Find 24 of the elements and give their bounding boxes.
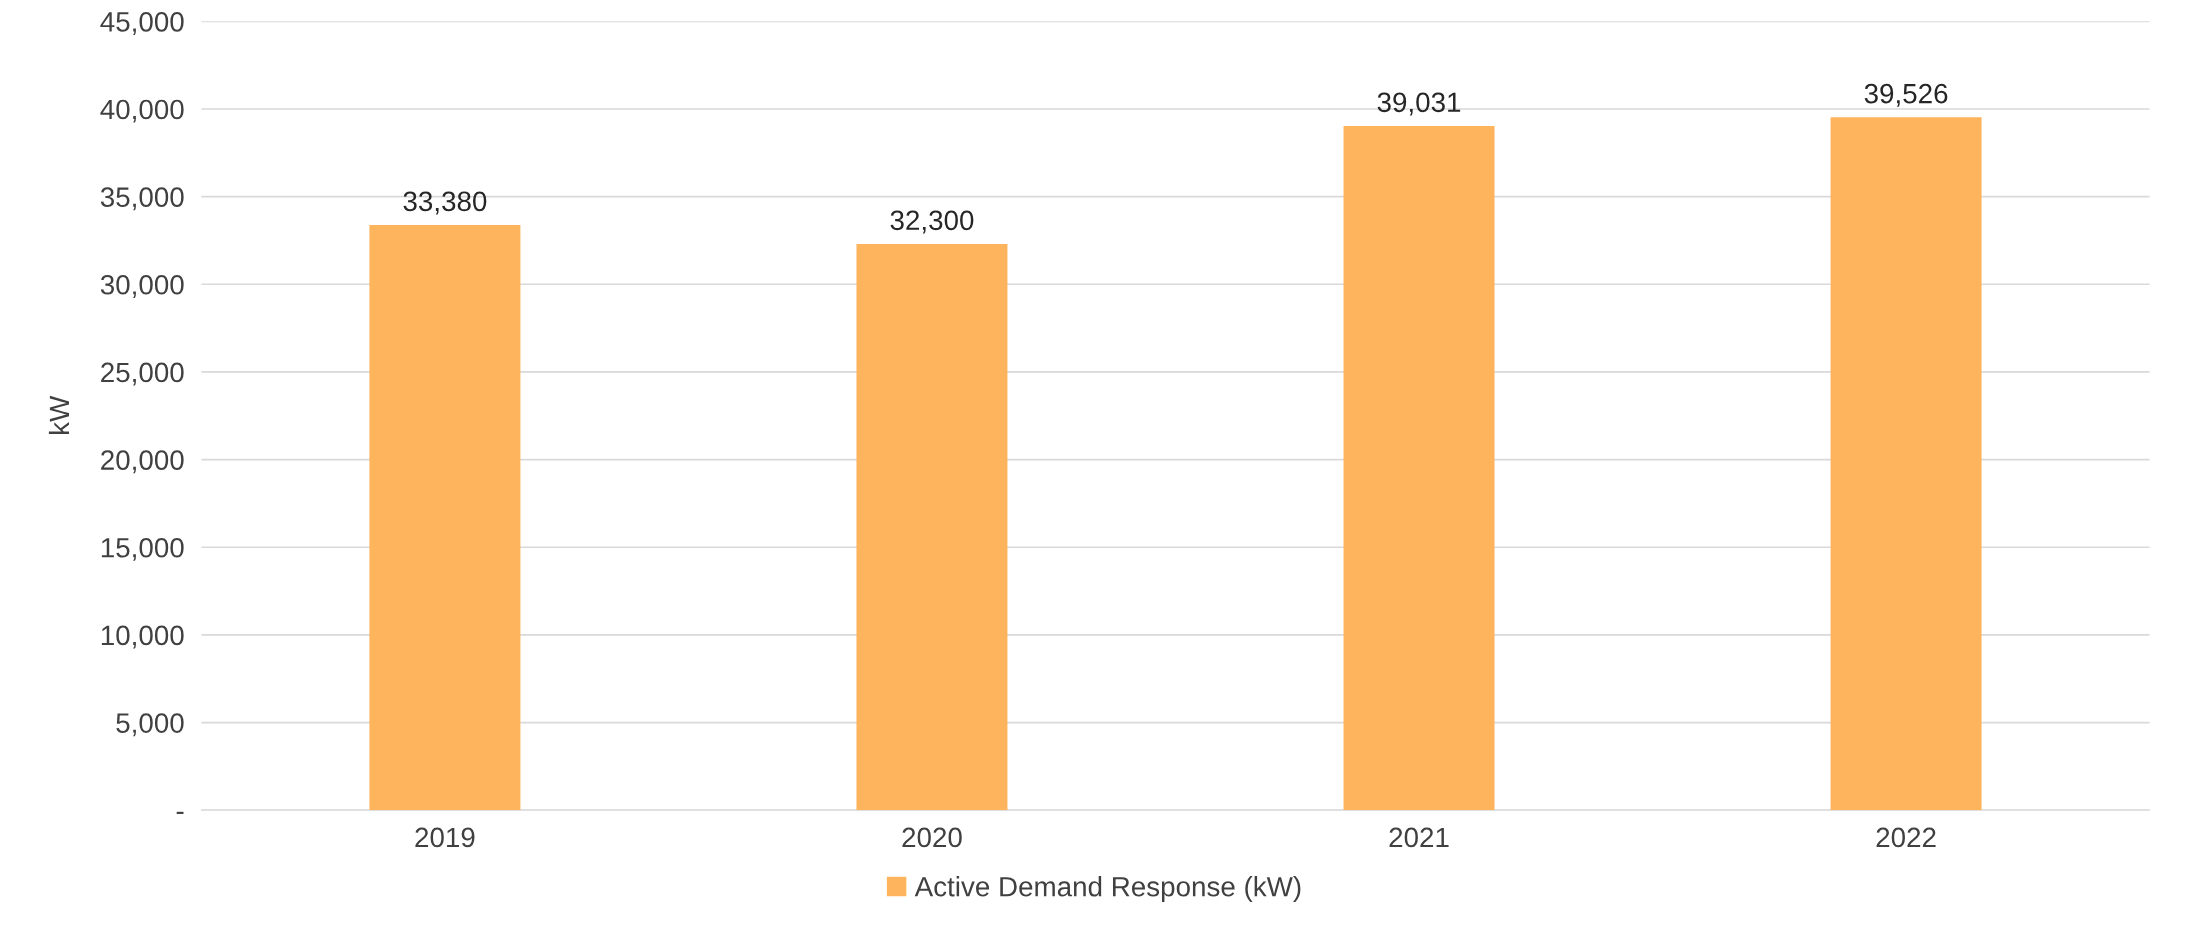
y-tick-label: 15,000 [101,537,184,561]
y-tick-label: - [176,811,184,814]
bar [856,243,1008,811]
x-tick-label: 2021 [1389,827,1449,848]
y-tick-label: 35,000 [100,187,184,211]
bar [369,225,521,811]
bar [1830,117,1982,811]
bar [1343,125,1495,811]
legend-label: Active Demand Response (kW) [914,876,1301,902]
x-tick-label: 2019 [415,827,475,848]
data-label: 32,300 [890,210,974,234]
y-tick-label: 10,000 [101,625,184,649]
data-label: 33,380 [403,191,487,215]
y-tick-label: 25,000 [101,362,184,386]
x-tick-label: 2022 [1876,827,1936,848]
y-axis-title: kW [48,395,70,434]
data-label: 39,031 [1377,92,1461,116]
y-tick-label: 40,000 [100,99,184,123]
x-tick-label: 2020 [902,827,962,848]
y-tick-label: 30,000 [100,274,184,298]
y-tick-label: 5,000 [116,713,184,737]
data-label: 39,526 [1864,83,1948,107]
y-tick-label: 45,000 [100,11,184,35]
y-tick-label: 20,000 [101,450,184,474]
